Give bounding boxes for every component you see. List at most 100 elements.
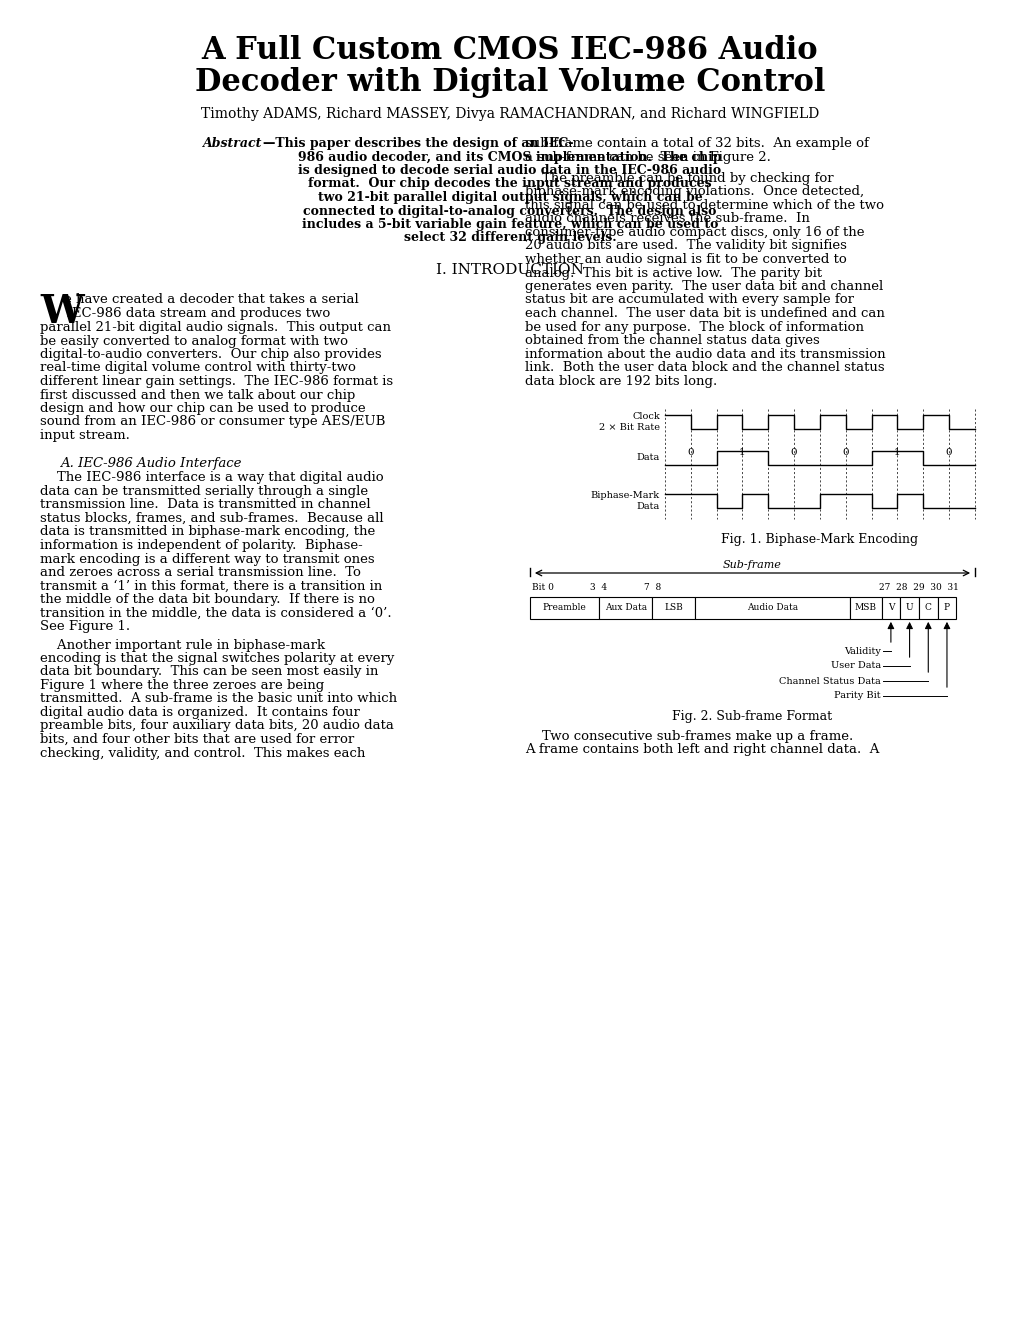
Text: digital audio data is organized.  It contains four: digital audio data is organized. It cont… [40, 706, 360, 719]
Text: the middle of the data bit boundary.  If there is no: the middle of the data bit boundary. If … [40, 593, 375, 606]
Bar [880, 597, 900, 619]
Text: 3  4: 3 4 [590, 583, 607, 591]
Text: data can be transmitted serially through a single: data can be transmitted serially through… [40, 484, 368, 498]
Text: connected to digital-to-analog converters.  The design also: connected to digital-to-analog converter… [303, 205, 716, 218]
Text: e have created a decoder that takes a serial: e have created a decoder that takes a se… [64, 293, 359, 306]
Text: Clock
2 × Bit Rate: Clock 2 × Bit Rate [598, 412, 659, 432]
Text: sub-frame contain a total of 32 bits.  An example of: sub-frame contain a total of 32 bits. An… [525, 137, 868, 150]
Text: User Data: User Data [829, 661, 880, 671]
Text: Two consecutive sub-frames make up a frame.: Two consecutive sub-frames make up a fra… [525, 730, 853, 743]
Text: status bit are accumulated with every sample for: status bit are accumulated with every sa… [525, 293, 853, 306]
Text: different linear gain settings.  The IEC-986 format is: different linear gain settings. The IEC-… [40, 375, 392, 388]
Bar [900, 597, 918, 619]
Text: 0: 0 [687, 447, 694, 457]
Text: data is transmitted in biphase-mark encoding, the: data is transmitted in biphase-mark enco… [40, 525, 375, 539]
Bar [918, 597, 936, 619]
Bar [530, 597, 598, 619]
Text: 0: 0 [842, 447, 848, 457]
Text: audio channels receives the sub-frame.  In: audio channels receives the sub-frame. I… [525, 213, 809, 226]
Text: includes a 5-bit variable gain feature, which can be used to: includes a 5-bit variable gain feature, … [302, 218, 717, 231]
Text: and zeroes across a serial transmission line.  To: and zeroes across a serial transmission … [40, 566, 361, 579]
Text: parallel 21-bit digital audio signals.  This output can: parallel 21-bit digital audio signals. T… [40, 321, 390, 334]
Text: Fig. 2. Sub-frame Format: Fig. 2. Sub-frame Format [672, 710, 832, 723]
Text: 1: 1 [739, 447, 745, 457]
Text: A. IEC-986 Audio Interface: A. IEC-986 Audio Interface [60, 458, 242, 470]
Text: whether an audio signal is fit to be converted to: whether an audio signal is fit to be con… [525, 253, 846, 267]
Text: V: V [887, 603, 894, 612]
Text: Another important rule in biphase-mark: Another important rule in biphase-mark [40, 639, 325, 652]
Text: Data: Data [636, 454, 659, 462]
Text: bits, and four other bits that are used for error: bits, and four other bits that are used … [40, 733, 354, 746]
Text: —This paper describes the design of an IEC-: —This paper describes the design of an I… [263, 137, 573, 150]
Text: 0: 0 [945, 447, 952, 457]
Text: be easily converted to analog format with two: be easily converted to analog format wit… [40, 334, 347, 347]
Text: Decoder with Digital Volume Control: Decoder with Digital Volume Control [195, 67, 824, 98]
Text: input stream.: input stream. [40, 429, 129, 442]
Text: transmit a ‘1’ in this format, there is a transition in: transmit a ‘1’ in this format, there is … [40, 579, 382, 593]
Text: Bit 0: Bit 0 [532, 583, 553, 591]
Text: digital-to-audio converters.  Our chip also provides: digital-to-audio converters. Our chip al… [40, 348, 381, 360]
Bar [652, 597, 694, 619]
Text: 20 audio bits are used.  The validity bit signifies: 20 audio bits are used. The validity bit… [525, 239, 846, 252]
Text: I. INTRODUCTION: I. INTRODUCTION [436, 263, 583, 277]
Bar [936, 597, 956, 619]
Text: See Figure 1.: See Figure 1. [40, 620, 130, 634]
Text: information is independent of polarity.  Biphase-: information is independent of polarity. … [40, 539, 363, 552]
Text: Channel Status Data: Channel Status Data [779, 676, 880, 685]
Text: generates even parity.  The user data bit and channel: generates even parity. The user data bit… [525, 280, 882, 293]
Text: obtained from the channel status data gives: obtained from the channel status data gi… [525, 334, 819, 347]
Text: transmitted.  A sub-frame is the basic unit into which: transmitted. A sub-frame is the basic un… [40, 693, 396, 705]
Text: real-time digital volume control with thirty-two: real-time digital volume control with th… [40, 362, 356, 375]
Text: a sub-frame can be seen in Figure 2.: a sub-frame can be seen in Figure 2. [525, 150, 770, 164]
Bar [598, 597, 652, 619]
Text: The IEC-986 interface is a way that digital audio: The IEC-986 interface is a way that digi… [40, 471, 383, 484]
Text: P: P [943, 603, 949, 612]
Text: select 32 different gain levels.: select 32 different gain levels. [404, 231, 615, 244]
Text: The preamble can be found by checking for: The preamble can be found by checking fo… [525, 172, 833, 185]
Text: format.  Our chip decodes the input stream and produces: format. Our chip decodes the input strea… [308, 177, 711, 190]
Bar [694, 597, 850, 619]
Text: analog.  This bit is active low.  The parity bit: analog. This bit is active low. The pari… [525, 267, 821, 280]
Text: biphase-mark encoding violations.  Once detected,: biphase-mark encoding violations. Once d… [525, 186, 863, 198]
Text: 986 audio decoder, and its CMOS implementation.  The chip: 986 audio decoder, and its CMOS implemen… [298, 150, 721, 164]
Text: C: C [924, 603, 930, 612]
Text: 1: 1 [894, 447, 900, 457]
Text: be used for any purpose.  The block of information: be used for any purpose. The block of in… [525, 321, 863, 334]
Text: Timothy ADAMS, Richard MASSEY, Divya RAMACHANDRAN, and Richard WINGFIELD: Timothy ADAMS, Richard MASSEY, Divya RAM… [201, 107, 818, 121]
Text: consumer-type audio compact discs, only 16 of the: consumer-type audio compact discs, only … [525, 226, 864, 239]
Text: MSB: MSB [854, 603, 876, 612]
Text: Abstract: Abstract [203, 137, 262, 150]
Text: Preamble: Preamble [542, 603, 586, 612]
Text: Figure 1 where the three zeroes are being: Figure 1 where the three zeroes are bein… [40, 678, 324, 692]
Text: 27  28  29  30  31: 27 28 29 30 31 [878, 583, 959, 591]
Bar [850, 597, 880, 619]
Text: mark encoding is a different way to transmit ones: mark encoding is a different way to tran… [40, 553, 374, 565]
Text: is designed to decode serial audio data in the IEC-986 audio: is designed to decode serial audio data … [299, 164, 720, 177]
Text: transmission line.  Data is transmitted in channel: transmission line. Data is transmitted i… [40, 499, 370, 511]
Text: A frame contains both left and right channel data.  A: A frame contains both left and right cha… [525, 743, 878, 756]
Text: 7  8: 7 8 [644, 583, 660, 591]
Text: IEC-986 data stream and produces two: IEC-986 data stream and produces two [58, 308, 330, 319]
Text: checking, validity, and control.  This makes each: checking, validity, and control. This ma… [40, 747, 365, 759]
Text: Validity: Validity [843, 647, 880, 656]
Text: transition in the middle, the data is considered a ‘0’.: transition in the middle, the data is co… [40, 606, 391, 619]
Text: sound from an IEC-986 or consumer type AES/EUB: sound from an IEC-986 or consumer type A… [40, 416, 385, 429]
Text: data block are 192 bits long.: data block are 192 bits long. [525, 375, 716, 388]
Text: U: U [905, 603, 912, 612]
Text: status blocks, frames, and sub-frames.  Because all: status blocks, frames, and sub-frames. B… [40, 512, 383, 525]
Text: A Full Custom CMOS IEC-986 Audio: A Full Custom CMOS IEC-986 Audio [202, 36, 817, 66]
Text: Aux Data: Aux Data [604, 603, 646, 612]
Text: each channel.  The user data bit is undefined and can: each channel. The user data bit is undef… [525, 308, 884, 319]
Text: Fig. 1. Biphase-Mark Encoding: Fig. 1. Biphase-Mark Encoding [720, 533, 918, 546]
Text: preamble bits, four auxiliary data bits, 20 audio data: preamble bits, four auxiliary data bits,… [40, 719, 393, 733]
Text: first discussed and then we talk about our chip: first discussed and then we talk about o… [40, 388, 355, 401]
Text: encoding is that the signal switches polarity at every: encoding is that the signal switches pol… [40, 652, 394, 665]
Text: W: W [40, 293, 84, 331]
Text: link.  Both the user data block and the channel status: link. Both the user data block and the c… [525, 360, 883, 374]
Text: two 21-bit parallel digital output signals, which can be: two 21-bit parallel digital output signa… [317, 191, 702, 205]
Text: design and how our chip can be used to produce: design and how our chip can be used to p… [40, 403, 365, 414]
Text: this signal can be used to determine which of the two: this signal can be used to determine whi… [525, 199, 883, 213]
Text: LSB: LSB [663, 603, 682, 612]
Text: information about the audio data and its transmission: information about the audio data and its… [525, 347, 884, 360]
Text: Sub-frame: Sub-frame [722, 560, 782, 570]
